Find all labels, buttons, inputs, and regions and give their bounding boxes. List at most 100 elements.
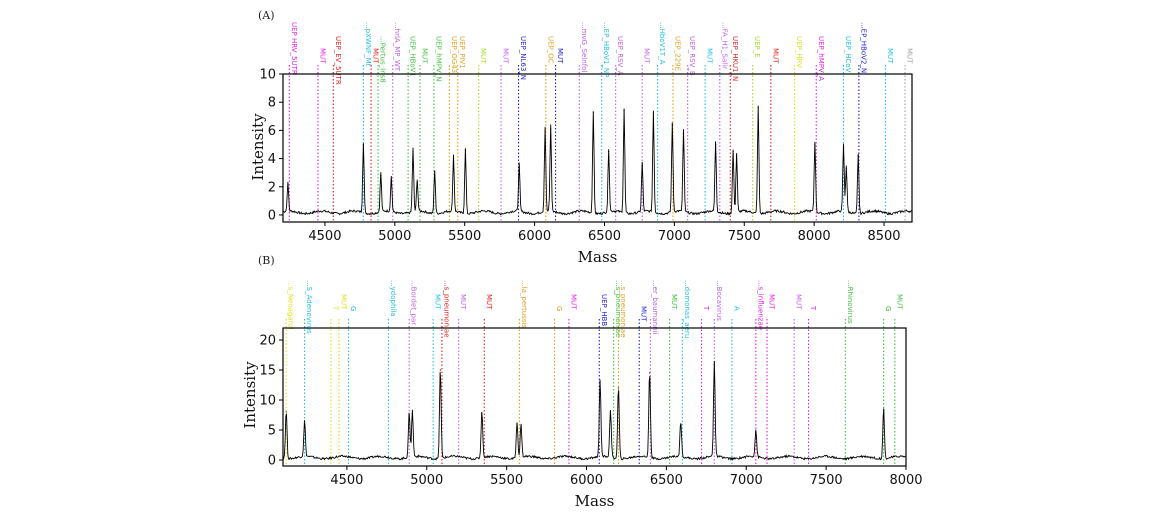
peak-point xyxy=(544,129,546,131)
peak-point xyxy=(303,423,306,425)
peak-point xyxy=(599,381,601,383)
marker-label: MUT xyxy=(434,294,442,310)
x-tick-label: 7500 xyxy=(728,229,761,244)
marker-label: ...s_pneumoniae xyxy=(442,280,450,338)
peak-point xyxy=(713,363,715,365)
marker-label: ...Rhinovirus xyxy=(846,280,854,324)
marker-label: T xyxy=(809,305,817,311)
marker-label: MUT xyxy=(768,294,776,310)
marker-label: MUT xyxy=(372,48,380,64)
y-tick-label: 2 xyxy=(268,180,276,195)
marker-label: MUT xyxy=(502,48,510,64)
marker-label: MUT xyxy=(479,48,487,64)
peak-point xyxy=(287,186,289,188)
x-tick-label: 5500 xyxy=(490,473,523,488)
x-tick-label: 8000 xyxy=(798,229,831,244)
marker-label: ...ydophila xyxy=(389,280,397,317)
marker-label: MUT xyxy=(640,306,648,322)
marker-label: ...s_Neoagarol xyxy=(287,280,295,330)
marker-label: MUT xyxy=(886,48,894,64)
peak-point xyxy=(732,150,734,153)
peak-point xyxy=(814,143,816,146)
marker-label: ...hrlA_MP_WT xyxy=(393,22,401,72)
marker-label: UEP_hMPV_N xyxy=(434,36,442,82)
peak-point xyxy=(671,124,673,126)
x-tick-label: 7000 xyxy=(658,229,691,244)
x-tick-label: 6000 xyxy=(570,473,603,488)
y-tick-label: 8 xyxy=(268,96,276,111)
peak-point xyxy=(518,166,520,168)
marker-label: ...Bordet_par xyxy=(410,280,418,325)
peak-point xyxy=(757,107,759,109)
peak-point xyxy=(755,432,757,434)
marker-label: UEP_OC xyxy=(546,36,554,64)
peak-point xyxy=(464,149,467,151)
marker-label: UEP_229E xyxy=(673,36,681,71)
x-tick-label: 8000 xyxy=(889,473,922,488)
marker-label: ...s_influenzae xyxy=(756,280,764,330)
marker-label: MUT xyxy=(569,294,577,310)
marker-label: ...s_pneumoniae xyxy=(614,280,622,338)
marker-label: ...domonas_aeru xyxy=(683,280,691,338)
x-tick-label: 7000 xyxy=(730,473,763,488)
marker-label: MUT xyxy=(906,48,914,64)
marker-label: UEP_RSV_B xyxy=(688,36,696,76)
marker-label: UEP_NL63_N xyxy=(519,36,527,80)
peak-point xyxy=(652,112,655,115)
y-axis-title: Intensity xyxy=(249,113,267,181)
peak-point xyxy=(416,181,418,184)
peak-point xyxy=(434,170,436,172)
peak-point xyxy=(735,155,738,157)
y-tick-label: 10 xyxy=(259,68,276,83)
marker-label: G xyxy=(884,306,892,311)
peak-point xyxy=(520,426,522,428)
x-tick-label: 4500 xyxy=(308,229,341,244)
marker-label: UEP HRV_5UTR xyxy=(290,22,298,75)
marker-label: MUT xyxy=(706,48,714,64)
marker-label: ...la_pertussis xyxy=(520,280,528,328)
marker-label: T xyxy=(331,305,339,311)
marker-label: MUT xyxy=(339,294,347,310)
peak-point xyxy=(842,146,845,148)
peak-point xyxy=(608,150,610,153)
marker-label: ...HboV1T_A xyxy=(658,22,666,65)
panel-b: (B)...s_Neoagarol ...S_Adenovirus T MUT G...… xyxy=(241,254,923,510)
peak-point xyxy=(623,110,625,112)
peak-point xyxy=(550,128,552,130)
marker-label: UEP_HBoV1 xyxy=(409,36,417,77)
peak-point xyxy=(609,411,612,413)
marker-label: UEP_RSV_A xyxy=(616,36,624,76)
peak-point xyxy=(390,179,392,181)
peak-point xyxy=(845,167,847,170)
y-tick-label: 20 xyxy=(259,334,276,349)
plot-frame xyxy=(282,73,913,223)
marker-label: ...er_baumannii xyxy=(651,280,659,334)
marker-label: ...FA_H1_Salir xyxy=(720,22,728,69)
peak-point xyxy=(380,174,382,177)
marker-label: ...Bocavirus xyxy=(715,280,723,321)
y-tick-label: 10 xyxy=(259,394,276,409)
marker-label: UEP_HBB xyxy=(600,294,608,326)
marker-label: MUT xyxy=(318,48,326,64)
peak-point xyxy=(715,143,717,146)
marker-label: MUT xyxy=(556,48,564,64)
marker-label: ...EP_HBoV2_N xyxy=(859,22,867,73)
marker-label: MUT xyxy=(420,48,428,64)
x-tick-label: 7500 xyxy=(810,473,843,488)
peak-point xyxy=(617,387,620,389)
x-tick-label: 5000 xyxy=(378,229,411,244)
marker-label: UEP_EV_5UTR xyxy=(334,36,342,85)
peak-point xyxy=(439,369,441,371)
peak-point xyxy=(481,412,483,414)
peak-point xyxy=(641,165,643,167)
x-tick-label: 4500 xyxy=(330,473,363,488)
peak-point xyxy=(411,412,413,414)
spectrum-trace xyxy=(282,105,912,216)
marker-label: UEP_E xyxy=(753,36,761,58)
marker-label: ...EP_HBoV1_NP xyxy=(602,22,610,77)
marker-label: G xyxy=(555,306,563,311)
peak-point xyxy=(680,423,682,425)
y-tick-label: 0 xyxy=(268,454,276,469)
y-tick-label: 0 xyxy=(268,208,276,223)
marker-label: MUT xyxy=(459,294,467,310)
